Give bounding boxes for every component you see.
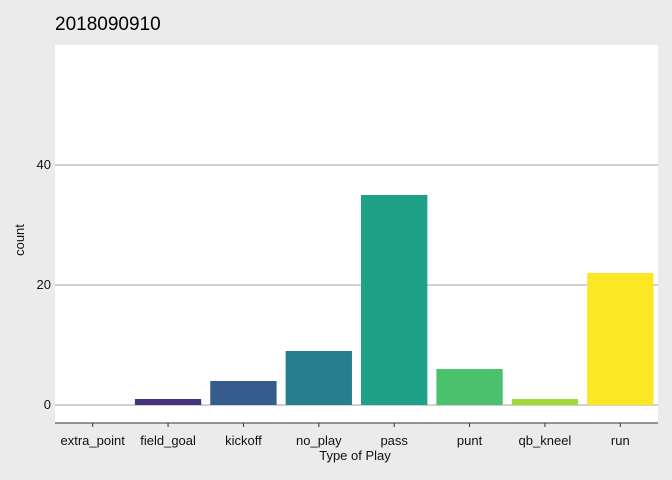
bar-qb_kneel xyxy=(511,399,579,405)
bar-punt xyxy=(436,369,503,405)
x-tick-label: pass xyxy=(380,433,408,448)
bar-no_play xyxy=(285,351,352,405)
y-axis-ticks: 0 20 40 xyxy=(37,157,51,412)
chart-title: 2018090910 xyxy=(55,14,161,35)
x-tick-label: extra_point xyxy=(61,433,126,448)
x-tick-label: punt xyxy=(457,433,483,448)
bar-run xyxy=(587,273,654,405)
x-tick-label: qb_kneel xyxy=(519,433,572,448)
x-tick-label: kickoff xyxy=(225,433,262,448)
x-tick-label: field_goal xyxy=(140,433,196,448)
bar-pass xyxy=(361,195,428,405)
bar-field_goal xyxy=(134,399,202,405)
y-tick-label: 20 xyxy=(37,277,51,292)
x-axis-ticks: extra_point field_goal kickoff no_play pass p… xyxy=(61,423,630,448)
y-axis-label: count xyxy=(12,224,27,256)
plot-panel xyxy=(55,45,658,423)
x-tick-label: run xyxy=(611,433,630,448)
x-axis-label: Type of Play xyxy=(319,448,391,463)
bar-kickoff xyxy=(210,381,277,405)
y-tick-label: 40 xyxy=(37,157,51,172)
y-tick-label: 0 xyxy=(44,397,51,412)
bars xyxy=(134,195,654,405)
x-tick-label: no_play xyxy=(296,433,342,448)
